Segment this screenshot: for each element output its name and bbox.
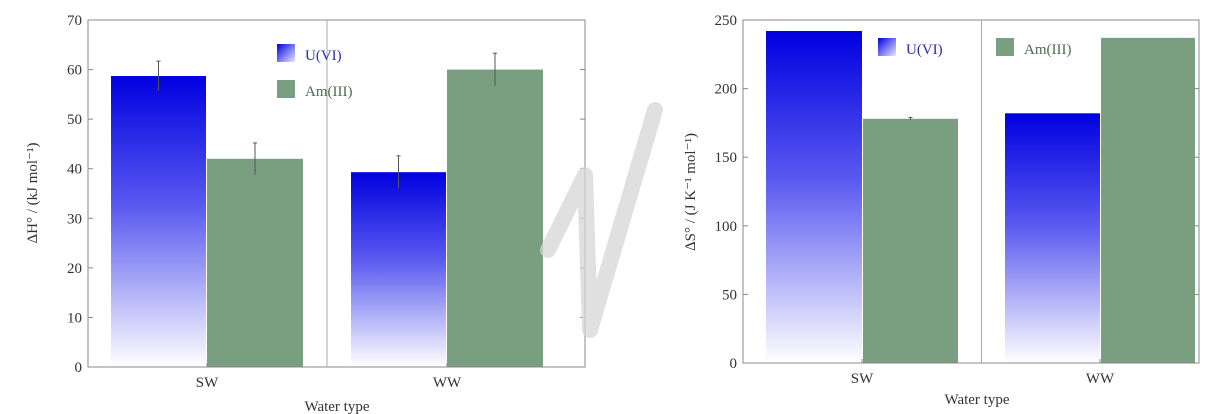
legend-label-amiii: Am(III)	[305, 84, 352, 100]
y-tick-label: 200	[715, 82, 738, 98]
legend-label-uvi: U(VI)	[906, 42, 943, 58]
bar-amiii-ww	[447, 69, 543, 368]
bar-uvi-ww	[351, 172, 446, 367]
y-tick-label: 10	[67, 310, 82, 326]
y-axis-label: ΔS° / (J K⁻¹ mol⁻¹)	[683, 133, 699, 251]
y-tick-label: 150	[715, 150, 738, 166]
x-tick-label-ww: WW	[433, 375, 462, 391]
legend-label-uvi: U(VI)	[305, 48, 342, 64]
y-tick-label: 50	[722, 287, 737, 303]
x-tick-label-sw: SW	[851, 371, 874, 387]
bar-uvi-sw	[766, 30, 862, 363]
y-tick-label: 60	[67, 63, 82, 79]
bar-uvi-ww	[1005, 113, 1100, 364]
bar-amiii-sw	[207, 158, 303, 367]
y-tick-label: 0	[730, 356, 738, 372]
y-tick-label: 20	[67, 261, 82, 277]
legend-swatch-amiii	[996, 38, 1014, 56]
y-axis-label: ΔH° / (kJ mol⁻¹)	[25, 143, 41, 244]
y-tick-label: 70	[67, 13, 82, 29]
legend-swatch-uvi	[277, 44, 295, 62]
bar-uvi-sw	[111, 76, 206, 367]
x-tick-label-ww: WW	[1086, 371, 1115, 387]
y-tick-label: 50	[67, 112, 82, 128]
legend-label-amiii: Am(III)	[1024, 42, 1071, 58]
y-tick-label: 40	[67, 162, 82, 178]
enthalpy-bar-chart: 0 10 20 30 40 50 60 70 SW WW Water type ΔH° / (kJ m…	[25, 13, 586, 414]
enthalpy-chart-panel: 0 10 20 30 40 50 60 70 SW WW Water type ΔH° / (kJ m…	[0, 0, 600, 414]
bar-amiii-ww	[1101, 37, 1195, 363]
entropy-chart-panel: 0 50 100 150 200 250 SW WW Water type ΔS° / (J K⁻…	[600, 0, 1206, 414]
legend-swatch-amiii	[277, 80, 295, 98]
x-axis-label: Water type	[944, 392, 1009, 408]
y-tick-label: 30	[67, 211, 82, 227]
y-tick-label: 250	[715, 13, 738, 29]
y-tick-label: 0	[75, 360, 83, 376]
x-axis-label: Water type	[304, 399, 369, 414]
y-tick-label: 100	[715, 219, 738, 235]
bar-amiii-sw	[863, 118, 958, 363]
entropy-bar-chart: 0 50 100 150 200 250 SW WW Water type ΔS° / (J K⁻…	[683, 13, 1200, 408]
plot-frame	[742, 19, 1200, 364]
legend-swatch-uvi	[878, 38, 896, 56]
x-tick-label-sw: SW	[196, 375, 219, 391]
